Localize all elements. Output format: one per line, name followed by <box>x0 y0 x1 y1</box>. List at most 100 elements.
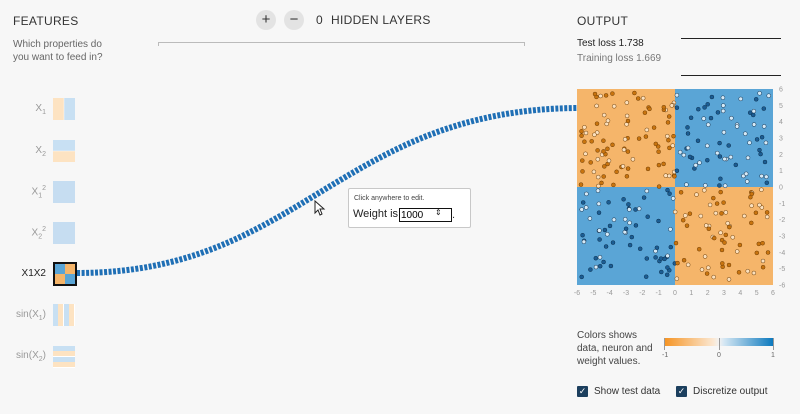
data-point <box>668 227 673 232</box>
data-point <box>754 250 760 256</box>
data-point <box>633 207 638 212</box>
data-point <box>688 115 694 121</box>
add-layer-button[interactable]: + <box>256 10 276 30</box>
data-point <box>726 143 731 148</box>
data-point <box>754 137 760 142</box>
legend-line-1: Colors shows <box>577 330 638 341</box>
data-point <box>580 232 585 238</box>
scale-mid-label: 0 <box>717 352 721 359</box>
data-point <box>641 195 647 200</box>
data-point <box>759 187 764 192</box>
y-tick-label: 3 <box>779 136 783 143</box>
data-point <box>711 235 717 241</box>
data-point <box>675 260 680 266</box>
data-point <box>684 182 689 187</box>
data-point <box>665 133 670 139</box>
data-point <box>699 267 705 272</box>
training-loss-sparkline <box>681 75 781 76</box>
data-point <box>721 200 726 205</box>
show-test-data-label[interactable]: Show test data <box>594 386 661 397</box>
feature-x1-squared-label: X12 <box>31 185 46 200</box>
discretize-output-checkbox[interactable]: ✓ <box>676 386 687 397</box>
data-point <box>589 139 594 144</box>
data-point <box>579 207 584 212</box>
data-point <box>680 217 686 223</box>
data-point <box>685 131 691 136</box>
data-point <box>718 230 723 235</box>
weight-input[interactable] <box>399 208 452 222</box>
feature-sin-x1-label: sin(X1) <box>15 309 46 322</box>
data-point <box>658 256 664 261</box>
x-tick-label: 3 <box>722 290 726 297</box>
data-point <box>665 187 670 193</box>
data-point <box>596 201 602 207</box>
data-point <box>666 137 671 143</box>
data-point <box>611 217 617 222</box>
data-point <box>667 191 672 196</box>
feature-sin-x1-thumbnail[interactable] <box>53 304 75 326</box>
data-point <box>701 116 706 121</box>
x-tick-label: -4 <box>607 290 613 297</box>
show-test-data-checkbox[interactable]: ✓ <box>577 386 588 397</box>
data-point <box>719 247 725 253</box>
data-point <box>636 206 642 211</box>
data-point <box>629 234 635 240</box>
data-point <box>713 210 719 216</box>
legend-line-2: data, neuron and <box>577 343 653 354</box>
data-point <box>632 90 637 96</box>
feature-x1-thumbnail[interactable] <box>53 98 75 120</box>
weight-spinner-icon[interactable]: ⇕ <box>435 208 442 217</box>
data-point <box>737 242 743 248</box>
data-point <box>602 227 608 233</box>
discretize-output-label[interactable]: Discretize output <box>693 386 768 397</box>
data-point <box>706 265 711 270</box>
data-point <box>764 210 770 215</box>
x-tick-label: -6 <box>574 290 580 297</box>
data-point <box>721 130 727 135</box>
remove-layer-button[interactable]: − <box>284 10 304 30</box>
data-point <box>656 162 662 168</box>
features-title: FEATURES <box>13 14 79 28</box>
data-point <box>611 182 616 188</box>
layers-bracket <box>158 42 525 46</box>
data-point <box>698 213 704 219</box>
tooltip-period: . <box>452 209 456 221</box>
data-point <box>720 95 726 100</box>
data-point <box>610 142 615 148</box>
data-point <box>709 94 715 100</box>
data-point <box>765 250 771 255</box>
data-point <box>670 143 675 148</box>
data-point <box>594 121 600 126</box>
data-point <box>722 240 727 245</box>
data-point <box>694 192 699 197</box>
data-point <box>723 210 729 215</box>
data-point <box>656 184 662 189</box>
feature-x2-squared-thumbnail[interactable] <box>53 222 75 244</box>
data-point <box>757 91 762 96</box>
data-point <box>647 106 652 112</box>
data-point <box>597 228 602 233</box>
data-point <box>717 140 722 146</box>
data-point <box>630 157 636 162</box>
feature-x1x2-thumbnail[interactable] <box>53 262 77 286</box>
data-point <box>644 256 650 261</box>
data-point <box>626 202 631 207</box>
data-point <box>738 96 743 102</box>
feature-sin-x2-thumbnail[interactable] <box>53 346 75 368</box>
scale-tick-max <box>773 338 774 350</box>
x-tick-label: -5 <box>590 290 596 297</box>
data-point <box>595 188 601 193</box>
y-tick-label: -3 <box>779 234 785 241</box>
data-point <box>645 166 651 172</box>
data-point <box>579 133 584 138</box>
y-tick-label: 6 <box>779 87 783 94</box>
feature-x2-thumbnail[interactable] <box>53 140 75 162</box>
data-point <box>582 125 587 130</box>
data-point <box>595 157 601 162</box>
data-point <box>592 132 597 137</box>
data-point <box>601 174 606 179</box>
data-point <box>696 246 702 252</box>
feature-x1-squared-thumbnail[interactable] <box>53 181 75 203</box>
data-point <box>620 164 626 169</box>
